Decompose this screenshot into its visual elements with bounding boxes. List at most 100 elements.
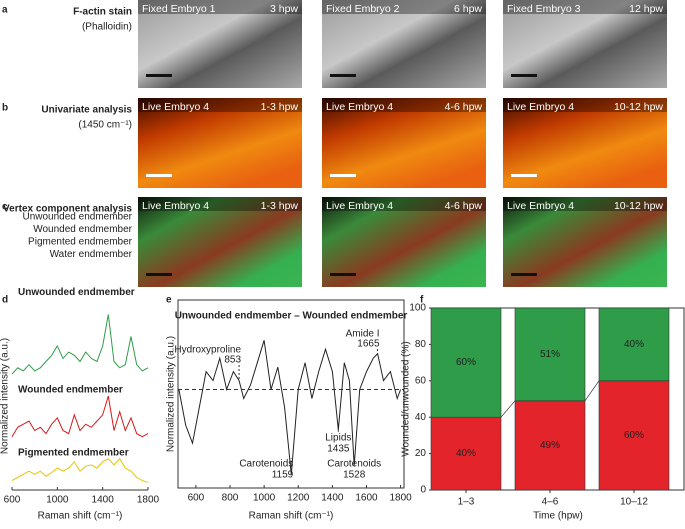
chart-title: Unwounded endmember – Wounded endmember bbox=[175, 311, 408, 322]
annotation-label: Carotenoids bbox=[327, 459, 381, 470]
x-tick-label: 1200 bbox=[287, 493, 310, 504]
scale-bar bbox=[511, 273, 537, 276]
x-tick-label: 1800 bbox=[137, 495, 160, 506]
micrograph-shade bbox=[138, 197, 302, 211]
micrograph bbox=[322, 98, 486, 188]
y-tick-label: 80 bbox=[415, 339, 427, 350]
spectrum bbox=[11, 457, 149, 483]
panel-letter: a bbox=[2, 5, 8, 16]
micrograph bbox=[322, 0, 486, 88]
annotation-value: 853 bbox=[224, 355, 241, 366]
scale-bar bbox=[330, 74, 356, 77]
x-axis-label: Time (hpw) bbox=[533, 511, 583, 522]
y-tick-label: 0 bbox=[420, 485, 426, 496]
bar-value-label: 51% bbox=[540, 349, 560, 360]
scale-bar bbox=[146, 273, 172, 276]
panel-letter: f bbox=[420, 295, 424, 306]
scale-bar bbox=[330, 174, 356, 177]
panel-title: Univariate analysis bbox=[41, 105, 132, 116]
bar-segment bbox=[598, 307, 670, 382]
scale-bar bbox=[146, 174, 172, 177]
image-time: 3 hpw bbox=[270, 3, 298, 15]
x-tick-label: 4–6 bbox=[542, 497, 559, 508]
x-tick-label: 1400 bbox=[321, 493, 344, 504]
micrograph bbox=[322, 197, 486, 287]
image-name: Live Embryo 4 bbox=[326, 200, 393, 212]
micrograph bbox=[503, 197, 667, 287]
panel-subtitle: (1450 cm⁻¹) bbox=[78, 120, 132, 131]
y-tick-label: 20 bbox=[415, 448, 427, 459]
spectrum bbox=[178, 340, 402, 475]
annotation-label: Hydroxyproline bbox=[174, 345, 241, 356]
plot-frame bbox=[177, 299, 405, 489]
annotation-value: 1435 bbox=[327, 444, 350, 455]
image-name: Live Embryo 4 bbox=[326, 101, 393, 113]
bar-value-label: 60% bbox=[456, 357, 476, 368]
image-time: 1-3 hpw bbox=[261, 200, 299, 212]
scale-bar bbox=[511, 74, 537, 77]
x-tick-label: 1000 bbox=[46, 495, 69, 506]
micrograph-shade bbox=[138, 98, 302, 112]
image-name: Fixed Embryo 1 bbox=[142, 3, 216, 15]
bar-value-label: 60% bbox=[624, 430, 644, 441]
bar-value-label: 40% bbox=[456, 448, 476, 459]
image-name: Fixed Embryo 2 bbox=[326, 3, 400, 15]
y-tick-label: 100 bbox=[409, 303, 426, 314]
endmember-label: Unwounded endmember bbox=[22, 212, 132, 223]
bar-segment bbox=[430, 307, 502, 418]
image-time: 4-6 hpw bbox=[445, 101, 483, 113]
annotation-label: Amide I bbox=[346, 329, 380, 340]
annotation-value: 1665 bbox=[357, 339, 380, 350]
annotation-label: Carotenoids bbox=[239, 459, 293, 470]
image-name: Live Embryo 4 bbox=[142, 101, 209, 113]
connector bbox=[584, 380, 600, 402]
micrograph-shade bbox=[322, 98, 486, 112]
image-time: 12 hpw bbox=[629, 3, 663, 15]
image-time: 4-6 hpw bbox=[445, 200, 483, 212]
image-name: Live Embryo 4 bbox=[507, 200, 574, 212]
image-time: 10-12 hpw bbox=[614, 101, 663, 113]
x-tick-label: 1000 bbox=[253, 493, 276, 504]
connector bbox=[500, 400, 516, 418]
x-tick-label: 1600 bbox=[355, 493, 378, 504]
spectrum bbox=[11, 314, 149, 375]
y-axis-label: Normalized intensity (a.u.) bbox=[166, 336, 177, 452]
y-tick-label: 60 bbox=[415, 375, 427, 386]
image-time: 6 hpw bbox=[454, 3, 482, 15]
micrograph-shade bbox=[503, 197, 667, 211]
x-axis-label: Raman shift (cm⁻¹) bbox=[249, 511, 334, 522]
annotation-label: Lipids bbox=[325, 433, 351, 444]
x-axis-label: Raman shift (cm⁻¹) bbox=[38, 511, 123, 522]
image-time: 1-3 hpw bbox=[261, 101, 299, 113]
bar-segment bbox=[430, 416, 502, 491]
series-label: Wounded endmember bbox=[18, 385, 123, 396]
image-time: 10-12 hpw bbox=[614, 200, 663, 212]
micrograph bbox=[138, 98, 302, 188]
series-label: Pigmented endmember bbox=[18, 447, 129, 458]
micrograph bbox=[138, 0, 302, 88]
panel-title: Vertex component analysis bbox=[3, 204, 132, 215]
y-axis-label: Normalized intensity (a.u.) bbox=[0, 338, 11, 454]
x-tick-label: 800 bbox=[222, 493, 239, 504]
annotation-value: 1159 bbox=[272, 470, 294, 481]
panel-letter: e bbox=[166, 295, 172, 306]
image-name: Live Embryo 4 bbox=[507, 101, 574, 113]
bar-segment bbox=[514, 307, 586, 402]
x-tick-label: 600 bbox=[4, 495, 21, 506]
panel-subtitle: (Phalloidin) bbox=[82, 22, 132, 33]
bar-value-label: 40% bbox=[624, 339, 644, 350]
x-tick-label: 1–3 bbox=[458, 497, 475, 508]
bar-segment bbox=[598, 380, 670, 491]
bar-segment bbox=[514, 400, 586, 491]
micrograph bbox=[503, 98, 667, 188]
x-tick-label: 1400 bbox=[92, 495, 115, 506]
image-name: Live Embryo 4 bbox=[142, 200, 209, 212]
spectrum bbox=[11, 395, 149, 438]
micrograph-shade bbox=[503, 0, 667, 14]
scale-bar bbox=[511, 174, 537, 177]
endmember-label: Wounded endmember bbox=[33, 224, 132, 235]
micrograph-shade bbox=[138, 0, 302, 14]
panel-letter: c bbox=[2, 202, 8, 213]
x-tick-label: 600 bbox=[188, 493, 205, 504]
